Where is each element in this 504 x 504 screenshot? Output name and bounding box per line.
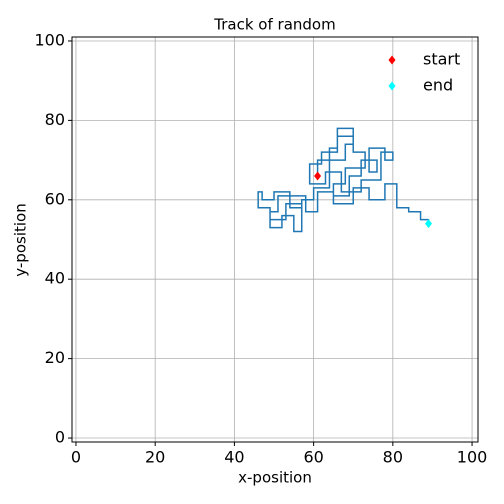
- x-tick-label: 100: [457, 448, 488, 467]
- y-tick-label: 0: [55, 428, 65, 447]
- marker: [314, 171, 322, 181]
- chart-title: Track of random: [213, 16, 335, 34]
- y-tick-label: 80: [45, 110, 65, 129]
- legend-marker: [388, 55, 396, 65]
- x-tick-label: 80: [383, 448, 403, 467]
- y-tick-label: 60: [45, 189, 65, 208]
- y-tick-label: 40: [45, 269, 65, 288]
- y-tick-label: 20: [45, 348, 65, 367]
- x-tick-label: 20: [145, 448, 165, 467]
- y-axis-label: y-position: [12, 203, 30, 276]
- x-tick-label: 60: [303, 448, 323, 467]
- plot-frame: [71, 36, 479, 443]
- x-axis-label: x-position: [238, 469, 312, 487]
- x-tick-label: 0: [71, 448, 81, 467]
- legend-label: end: [423, 76, 453, 95]
- y-tick-label: 100: [34, 30, 65, 49]
- legend-marker: [388, 81, 396, 91]
- walk-line: [257, 127, 430, 233]
- legend-label: start: [423, 50, 460, 69]
- marker: [424, 219, 432, 229]
- x-tick-label: 40: [224, 448, 244, 467]
